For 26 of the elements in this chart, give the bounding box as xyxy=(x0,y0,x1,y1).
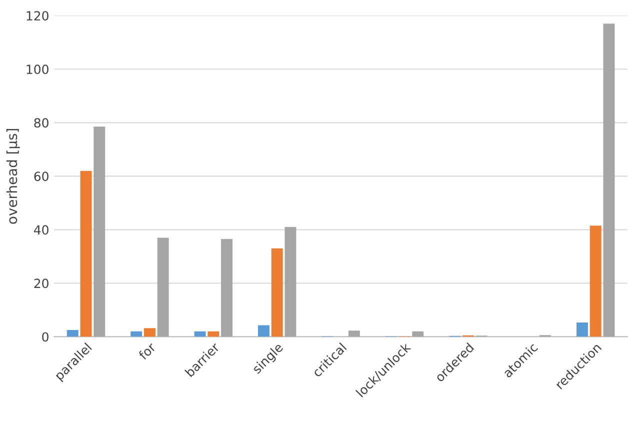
bar xyxy=(130,331,142,337)
bar xyxy=(590,226,602,337)
bar xyxy=(194,331,206,337)
y-tick-label: 120 xyxy=(26,11,48,21)
bar xyxy=(258,325,270,337)
bar xyxy=(208,331,220,337)
bar xyxy=(412,331,424,337)
bar xyxy=(284,227,296,337)
bar xyxy=(80,170,92,337)
y-tick-label: 60 xyxy=(34,172,48,182)
y-tick-label: 100 xyxy=(26,64,48,74)
y-tick-label: 40 xyxy=(34,225,48,235)
bar xyxy=(576,322,588,337)
y-tick-label: 0 xyxy=(42,332,48,342)
bar xyxy=(221,239,233,337)
bar xyxy=(603,24,615,337)
x-tick-label: for xyxy=(138,342,157,360)
bar xyxy=(271,248,283,337)
bar xyxy=(144,328,156,337)
y-axis-title: overhead [µs] xyxy=(6,129,20,224)
bar xyxy=(94,126,106,337)
bar xyxy=(157,238,169,337)
bar xyxy=(66,330,78,337)
y-tick-label: 20 xyxy=(34,278,48,288)
y-tick-label: 80 xyxy=(34,118,48,128)
bar xyxy=(348,330,360,337)
